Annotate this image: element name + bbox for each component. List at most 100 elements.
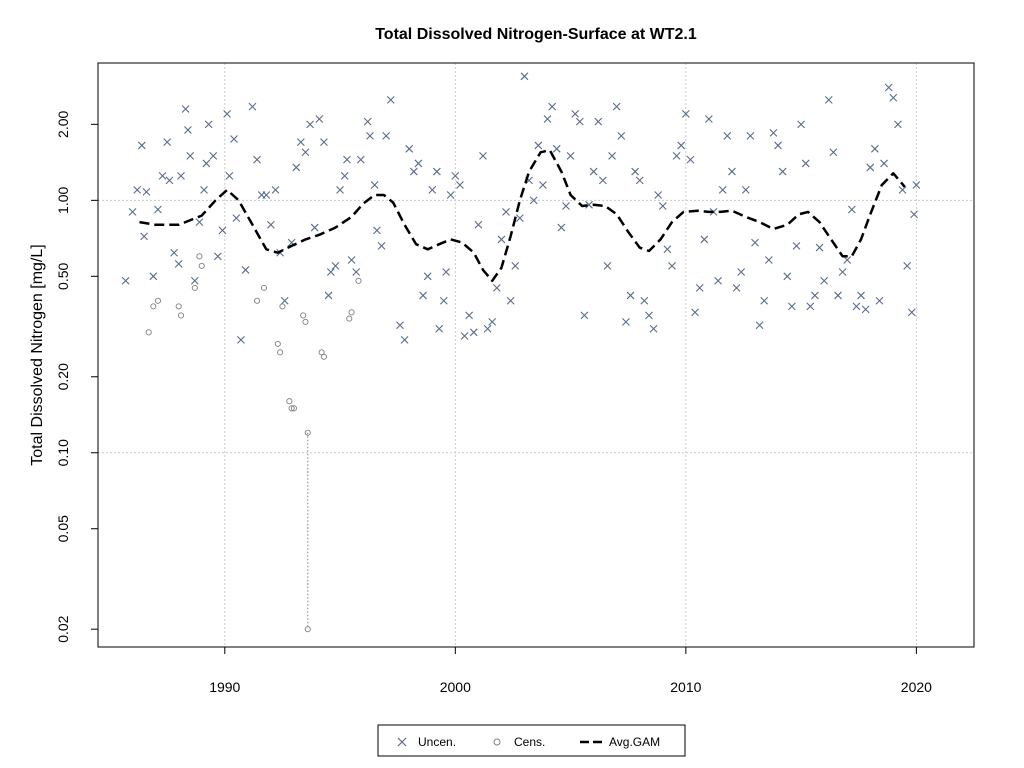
uncensored-point	[534, 141, 543, 150]
y-tick-label: 0.20	[55, 363, 71, 390]
uncensored-point	[552, 144, 561, 153]
uncensored-point	[898, 185, 907, 194]
uncensored-point	[446, 191, 455, 199]
uncensored-point	[469, 328, 478, 337]
uncensored-point	[133, 185, 142, 194]
uncensored-point	[603, 261, 612, 270]
uncensored-point	[866, 163, 875, 172]
censored-point	[154, 297, 161, 304]
uncensored-point	[419, 291, 427, 300]
uncensored-point	[209, 151, 218, 160]
uncensored-point	[820, 276, 829, 285]
uncensored-point	[714, 276, 723, 285]
uncensored-point	[502, 207, 510, 216]
uncensored-point	[137, 141, 146, 150]
uncensored-point	[347, 256, 356, 264]
uncensored-point	[163, 138, 172, 147]
uncensored-point	[128, 207, 137, 216]
uncensored-point	[645, 311, 653, 320]
uncensored-point	[815, 243, 824, 252]
legend-item-gam: Avg.GAM	[580, 735, 660, 749]
uncensored-point	[343, 155, 351, 164]
uncensored-point	[649, 324, 658, 333]
uncensored-point	[705, 115, 713, 123]
uncensored-point	[262, 191, 271, 199]
uncensored-point	[306, 120, 314, 129]
uncensored-point	[409, 167, 418, 176]
uncensored-point	[386, 95, 395, 104]
uncensored-point	[515, 214, 524, 223]
uncensored-point	[631, 167, 640, 176]
uncensored-point	[718, 185, 727, 194]
uncensored-point	[218, 226, 227, 235]
uncensored-point	[310, 223, 319, 232]
chart-title: Total Dissolved Nitrogen-Surface at WT2.…	[375, 26, 697, 43]
uncensored-point	[654, 191, 663, 199]
censored-point	[254, 297, 261, 304]
uncensored-point	[843, 256, 852, 264]
uncensored-point	[280, 296, 289, 305]
avg-gam-curve	[139, 148, 906, 283]
uncensored-point	[241, 266, 250, 274]
uncensored-point	[783, 272, 792, 281]
uncensored-point	[405, 144, 414, 153]
censored-point	[348, 309, 355, 316]
uncensored-point	[543, 115, 552, 123]
uncensored-point	[324, 291, 333, 300]
uncensored-point	[428, 185, 437, 194]
legend: Uncen. Cens. Avg.GAM	[377, 724, 686, 757]
uncensored-point	[640, 296, 649, 305]
legend-label-uncen: Uncen.	[418, 735, 456, 749]
uncensored-point	[728, 167, 736, 176]
uncensored-point	[769, 129, 778, 137]
uncensored-point	[511, 261, 520, 270]
uncensored-point	[488, 317, 497, 326]
uncensored-point	[177, 171, 185, 180]
legend-label-cens: Cens.	[514, 735, 545, 749]
y-tick-label: 2.00	[55, 111, 71, 138]
uncensored-point	[497, 235, 506, 244]
uncensored-point	[451, 171, 460, 180]
uncensored-point	[190, 276, 199, 285]
uncensored-point	[363, 117, 372, 126]
uncensored-point	[396, 321, 404, 330]
uncensored-point	[432, 167, 441, 176]
uncensored-point	[594, 117, 603, 126]
x-axis: 1990 2000 2010 2020	[209, 647, 932, 695]
uncensored-point	[456, 181, 464, 189]
uncensored-point	[142, 188, 151, 196]
uncensored-point	[672, 151, 681, 160]
uncensored-point	[373, 226, 381, 235]
censored-point	[196, 253, 203, 260]
uncensored-point	[158, 171, 167, 180]
censored-point	[177, 312, 185, 319]
uncensored-point	[834, 291, 842, 300]
uncensored-point	[331, 261, 340, 270]
uncensored-point	[857, 291, 865, 300]
uncensored-point	[617, 132, 626, 140]
uncensored-point	[562, 202, 570, 210]
uncensored-point	[336, 185, 344, 194]
uncensored-point	[861, 305, 870, 314]
uncensored-point	[377, 241, 386, 250]
censored-point	[288, 405, 295, 412]
uncensored-point	[483, 324, 492, 333]
avg-gam-line	[139, 148, 906, 283]
uncensored-point	[575, 117, 584, 126]
uncensored-point	[580, 311, 589, 320]
censored-point	[302, 318, 309, 325]
uncensored-point	[479, 151, 487, 160]
uncensored-point	[764, 256, 773, 264]
y-tick-label: 0.10	[55, 439, 71, 466]
uncensored-point	[326, 268, 335, 276]
censored-point	[300, 312, 307, 319]
uncensored-point	[181, 105, 190, 113]
uncensored-point	[414, 159, 423, 168]
uncensored-point	[870, 144, 879, 153]
legend-box	[377, 724, 686, 757]
y-tick-label: 1.00	[55, 186, 71, 213]
uncensored-point	[230, 135, 238, 143]
uncensored-point	[589, 167, 598, 176]
uncensored-point	[315, 115, 324, 123]
